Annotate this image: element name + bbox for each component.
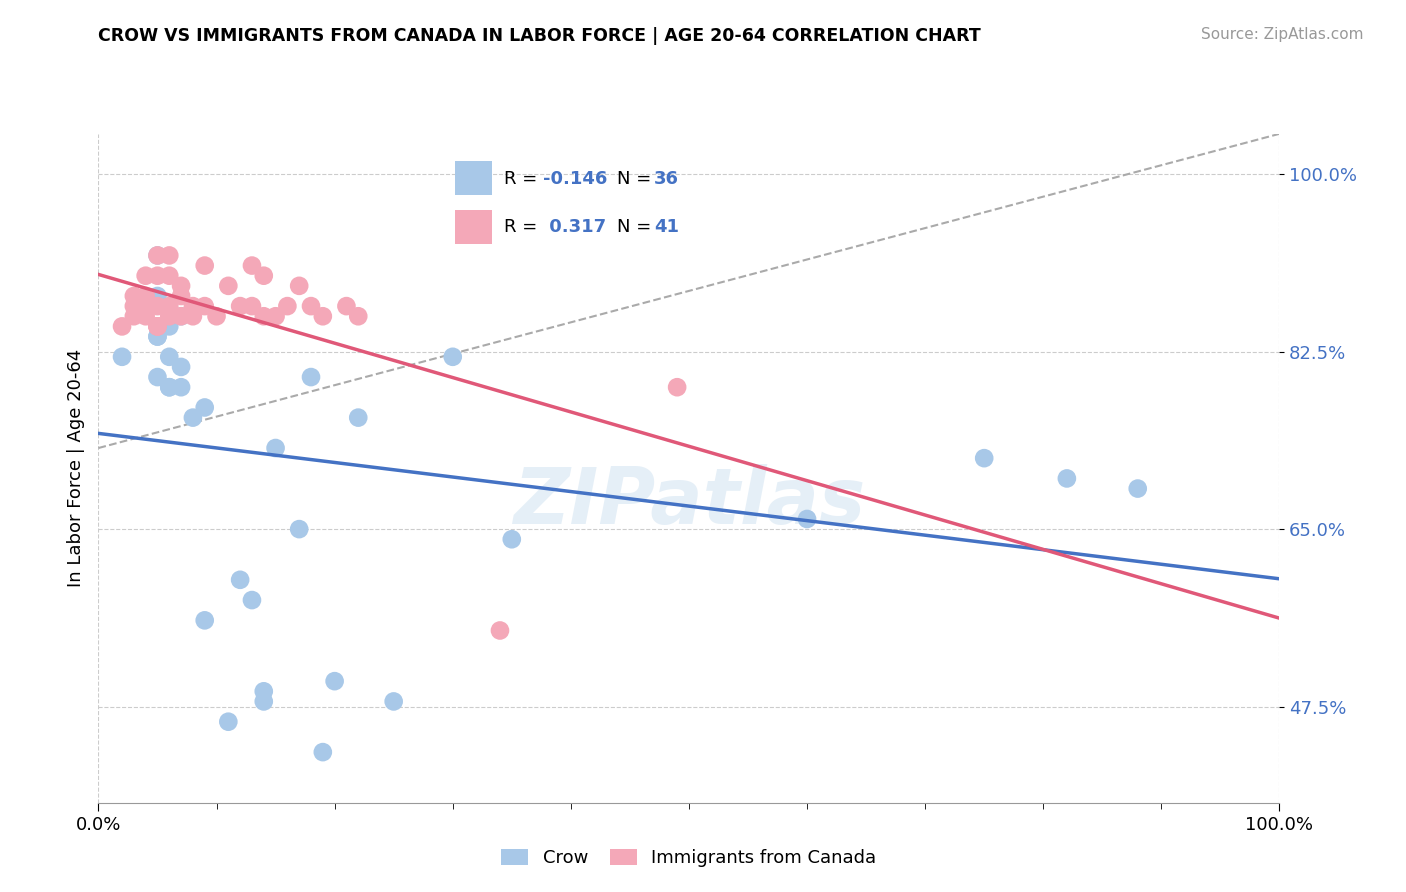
Point	[157, 380, 180, 394]
Point	[229, 299, 252, 313]
Point	[170, 278, 193, 293]
Point	[323, 674, 346, 689]
Point	[194, 401, 217, 415]
Point	[264, 441, 287, 455]
Point	[253, 310, 276, 324]
Point	[335, 299, 357, 313]
Y-axis label: In Labor Force | Age 20-64: In Labor Force | Age 20-64	[66, 349, 84, 588]
Point	[276, 299, 298, 313]
Point	[253, 694, 276, 708]
Point	[253, 684, 276, 698]
Point	[217, 278, 239, 293]
Point	[240, 593, 263, 607]
Point	[146, 370, 169, 384]
Point	[299, 299, 322, 313]
Point	[194, 259, 217, 273]
Point	[347, 310, 370, 324]
Text: ZIPatlas: ZIPatlas	[513, 464, 865, 540]
Point	[217, 714, 239, 729]
Point	[170, 310, 193, 324]
Point	[312, 745, 335, 759]
Point	[240, 259, 263, 273]
Point	[122, 310, 145, 324]
Point	[181, 299, 204, 313]
Point	[135, 299, 157, 313]
Point	[146, 329, 169, 343]
Point	[181, 410, 204, 425]
Point	[146, 248, 169, 262]
Point	[205, 310, 228, 324]
Point	[157, 319, 180, 334]
Point	[146, 248, 169, 262]
Point	[122, 299, 145, 313]
Point	[194, 299, 217, 313]
Point	[146, 329, 169, 343]
Point	[146, 319, 169, 334]
Point	[666, 380, 689, 394]
Point	[135, 299, 157, 313]
Point	[157, 268, 180, 283]
Point	[240, 299, 263, 313]
Point	[170, 380, 193, 394]
Point	[181, 310, 204, 324]
Point	[489, 624, 512, 638]
Point	[288, 278, 311, 293]
Text: Source: ZipAtlas.com: Source: ZipAtlas.com	[1201, 27, 1364, 42]
Point	[146, 268, 169, 283]
Point	[157, 248, 180, 262]
Point	[135, 268, 157, 283]
Point	[229, 573, 252, 587]
Point	[135, 310, 157, 324]
Point	[347, 410, 370, 425]
Point	[157, 310, 180, 324]
Point	[441, 350, 464, 364]
Point	[194, 613, 217, 627]
Legend: Crow, Immigrants from Canada: Crow, Immigrants from Canada	[494, 841, 884, 874]
Point	[170, 359, 193, 374]
Point	[299, 370, 322, 384]
Point	[146, 299, 169, 313]
Point	[501, 533, 523, 547]
Point	[170, 289, 193, 303]
Point	[111, 319, 134, 334]
Point	[135, 299, 157, 313]
Point	[111, 350, 134, 364]
Text: CROW VS IMMIGRANTS FROM CANADA IN LABOR FORCE | AGE 20-64 CORRELATION CHART: CROW VS IMMIGRANTS FROM CANADA IN LABOR …	[98, 27, 981, 45]
Point	[146, 319, 169, 334]
Point	[157, 380, 180, 394]
Point	[157, 299, 180, 313]
Point	[1126, 482, 1149, 496]
Point	[122, 289, 145, 303]
Point	[135, 289, 157, 303]
Point	[157, 350, 180, 364]
Point	[288, 522, 311, 536]
Point	[382, 694, 405, 708]
Point	[312, 310, 335, 324]
Point	[170, 310, 193, 324]
Point	[796, 512, 818, 526]
Point	[146, 289, 169, 303]
Point	[1056, 471, 1078, 485]
Point	[264, 310, 287, 324]
Point	[146, 319, 169, 334]
Point	[973, 451, 995, 466]
Point	[253, 268, 276, 283]
